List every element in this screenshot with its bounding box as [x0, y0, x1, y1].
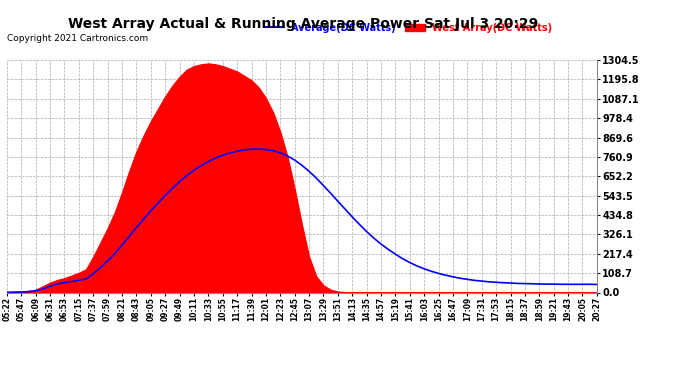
Text: Copyright 2021 Cartronics.com: Copyright 2021 Cartronics.com	[7, 34, 148, 43]
Text: West Array Actual & Running Average Power Sat Jul 3 20:29: West Array Actual & Running Average Powe…	[68, 17, 539, 31]
Legend: Average(DC Watts), West Array(DC Watts): Average(DC Watts), West Array(DC Watts)	[264, 23, 553, 33]
